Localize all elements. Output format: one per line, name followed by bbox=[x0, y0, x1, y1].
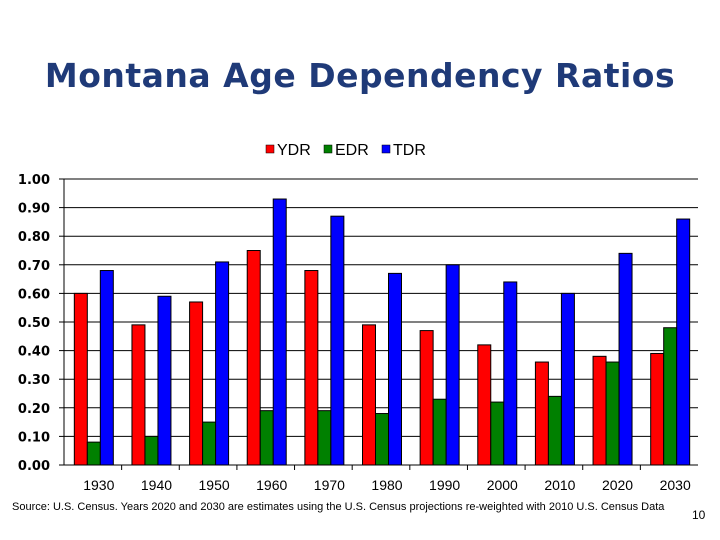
page-number: 10 bbox=[692, 508, 706, 522]
bar-edr-2010 bbox=[547, 395, 562, 466]
bar-tdr-2030 bbox=[676, 218, 691, 466]
x-tick-label: 1980 bbox=[371, 477, 402, 493]
x-tick-label: 1940 bbox=[141, 477, 172, 493]
legend-label-tdr: TDR bbox=[393, 142, 426, 159]
y-tick-label: 0.60 bbox=[18, 287, 50, 302]
bar-edr-2030 bbox=[663, 327, 678, 466]
x-tick-label: 2030 bbox=[660, 477, 691, 493]
y-tick-label: 0.40 bbox=[18, 345, 50, 360]
bar-edr-1940 bbox=[144, 435, 159, 466]
x-tick-label: 1960 bbox=[256, 477, 287, 493]
y-tick-label: 0.00 bbox=[18, 459, 50, 474]
bar-tdr-1990 bbox=[445, 264, 460, 466]
x-tick-label: 2020 bbox=[602, 477, 633, 493]
legend-swatch-edr bbox=[323, 144, 333, 154]
bar-edr-1990 bbox=[432, 398, 447, 466]
legend-label-edr: EDR bbox=[335, 142, 369, 159]
bar-ydr-1950 bbox=[189, 301, 204, 466]
bar-edr-1950 bbox=[202, 421, 217, 466]
y-tick-label: 0.50 bbox=[18, 316, 50, 331]
x-tick-label: 1970 bbox=[314, 477, 345, 493]
bar-tdr-2000 bbox=[503, 281, 518, 466]
x-tick-label: 1930 bbox=[83, 477, 114, 493]
bar-edr-1960 bbox=[259, 410, 274, 466]
legend-label-ydr: YDR bbox=[277, 142, 311, 159]
y-tick-label: 0.70 bbox=[18, 259, 50, 274]
bar-tdr-1950 bbox=[215, 261, 230, 466]
bar-tdr-1940 bbox=[157, 295, 172, 466]
bar-ydr-1960 bbox=[246, 250, 261, 466]
y-tick-label: 0.10 bbox=[18, 430, 50, 445]
bar-edr-2020 bbox=[605, 361, 620, 466]
y-tick-label: 0.30 bbox=[18, 373, 50, 388]
bar-edr-2000 bbox=[490, 401, 505, 466]
bar-ydr-1940 bbox=[131, 324, 146, 466]
source-note: Source: U.S. Census. Years 2020 and 2030… bbox=[12, 501, 665, 513]
bar-edr-1930 bbox=[86, 441, 101, 466]
bar-tdr-1930 bbox=[99, 270, 114, 466]
bar-tdr-1970 bbox=[330, 215, 345, 466]
bar-tdr-2020 bbox=[618, 252, 633, 466]
y-tick-label: 0.90 bbox=[18, 202, 50, 217]
x-tick-label: 2000 bbox=[487, 477, 518, 493]
bar-tdr-2010 bbox=[560, 292, 575, 466]
y-tick-label: 1.00 bbox=[18, 173, 50, 188]
bar-edr-1970 bbox=[317, 410, 332, 466]
bar-ydr-1990 bbox=[419, 330, 434, 466]
x-tick-label: 2010 bbox=[544, 477, 575, 493]
y-tick-label: 0.20 bbox=[18, 402, 50, 417]
bar-tdr-1980 bbox=[388, 272, 402, 466]
bar-ydr-1930 bbox=[73, 292, 88, 466]
bar-ydr-2020 bbox=[592, 355, 607, 466]
bar-ydr-1980 bbox=[362, 324, 376, 466]
y-tick-label: 0.80 bbox=[18, 230, 50, 245]
x-tick-label: 1990 bbox=[429, 477, 460, 493]
bar-tdr-1960 bbox=[272, 198, 287, 466]
bar-ydr-2010 bbox=[534, 361, 549, 466]
x-tick-label: 1950 bbox=[199, 477, 230, 493]
bar-ydr-2030 bbox=[650, 352, 665, 466]
legend-swatch-ydr bbox=[265, 144, 275, 154]
bar-ydr-1970 bbox=[304, 270, 319, 466]
legend-swatch-tdr bbox=[381, 144, 391, 154]
slide-title: Montana Age Dependency Ratios bbox=[44, 56, 676, 95]
bar-edr-1980 bbox=[375, 413, 389, 466]
bar-ydr-2000 bbox=[477, 344, 492, 466]
